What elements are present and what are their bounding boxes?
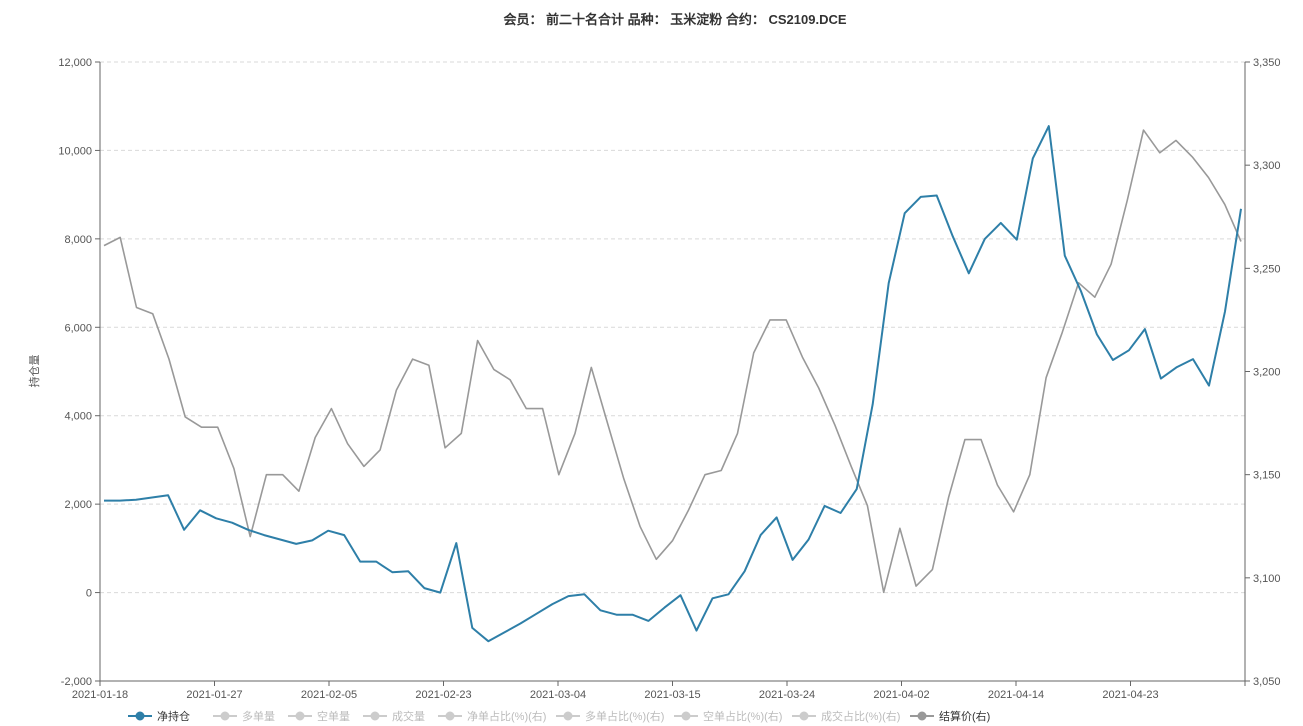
- legend-label: 净单占比(%)(右): [467, 709, 546, 723]
- legend-marker-icon: [681, 711, 691, 721]
- legend-label: 空单占比(%)(右): [703, 709, 782, 723]
- y-left-tick-label: 6,000: [64, 322, 92, 334]
- legend-marker-icon: [799, 711, 809, 721]
- legend-marker-icon: [220, 711, 230, 721]
- legend-label: 成交占比(%)(右): [821, 709, 900, 723]
- y-right-tick-label: 3,100: [1253, 573, 1281, 585]
- series-line-settlement-price: [103, 129, 1242, 594]
- legend-marker-icon: [135, 711, 145, 721]
- legend-label: 空单量: [317, 709, 350, 723]
- legend-item[interactable]: 净单占比(%)(右): [438, 709, 546, 723]
- legend-item[interactable]: 成交占比(%)(右): [792, 709, 900, 723]
- x-tick-label: 2021-03-04: [530, 689, 586, 701]
- legend-marker-icon: [917, 711, 927, 721]
- y-right-tick-label: 3,350: [1253, 57, 1281, 69]
- y-left-tick-label: 8,000: [64, 234, 92, 246]
- y-right-tick-label: 3,050: [1253, 676, 1281, 688]
- legend-item[interactable]: 多单量: [213, 709, 275, 723]
- legend-label: 成交量: [392, 709, 425, 723]
- y-left-tick-label: -2,000: [61, 676, 92, 688]
- legend-marker-icon: [445, 711, 455, 721]
- series-line-net-position: [104, 125, 1242, 643]
- x-tick-label: 2021-03-24: [759, 689, 815, 701]
- legend: 净持仓 多单量 空单量 成交量 净单占比(%)(右) 多单占比(%)(右) 空单占比(%)(…: [128, 709, 990, 723]
- legend-marker-icon: [370, 711, 380, 721]
- x-tick-label: 2021-03-15: [644, 689, 700, 701]
- legend-item[interactable]: 多单占比(%)(右): [556, 709, 664, 723]
- x-tick-label: 2021-02-23: [415, 689, 471, 701]
- legend-marker-icon: [563, 711, 573, 721]
- legend-label: 多单占比(%)(右): [585, 709, 664, 723]
- y-right-tick-label: 3,200: [1253, 367, 1281, 379]
- legend-label: 结算价(右): [939, 709, 990, 723]
- legend-label: 净持仓: [157, 709, 190, 723]
- y-right-tick-label: 3,250: [1253, 263, 1281, 275]
- y-left-tick-label: 12,000: [58, 57, 92, 69]
- legend-item[interactable]: 成交量: [363, 709, 425, 723]
- y-axis-left-label: 持仓量: [27, 355, 41, 388]
- x-tick-label: 2021-04-02: [873, 689, 929, 701]
- y-right-tick-label: 3,150: [1253, 470, 1281, 482]
- legend-item[interactable]: 净持仓: [128, 709, 190, 723]
- legend-marker-icon: [295, 711, 305, 721]
- y-left-tick-label: 2,000: [64, 499, 92, 511]
- legend-label: 多单量: [242, 709, 275, 723]
- x-tick-label: 2021-02-05: [301, 689, 357, 701]
- x-tick-label: 2021-04-14: [988, 689, 1044, 701]
- chart-title: 会员： 前二十名合计 品种： 玉米淀粉 合约： CS2109.DCE: [503, 12, 846, 27]
- y-left-tick-label: 0: [86, 588, 92, 600]
- legend-item[interactable]: 空单量: [288, 709, 350, 723]
- legend-item[interactable]: 空单占比(%)(右): [674, 709, 782, 723]
- y-left-tick-label: 10,000: [58, 145, 92, 157]
- axes: -2,000 0 2,000 4,000 6,000 8,000 10,000 12,000 3…: [58, 57, 1280, 701]
- y-left-tick-label: 4,000: [64, 411, 92, 423]
- grid-lines: [100, 61, 1245, 594]
- x-tick-label: 2021-04-23: [1102, 689, 1158, 701]
- y-right-tick-label: 3,300: [1253, 160, 1281, 172]
- x-tick-label: 2021-01-18: [72, 689, 128, 701]
- legend-item[interactable]: 结算价(右): [910, 709, 990, 723]
- series-layer: [103, 125, 1242, 643]
- x-tick-label: 2021-01-27: [186, 689, 242, 701]
